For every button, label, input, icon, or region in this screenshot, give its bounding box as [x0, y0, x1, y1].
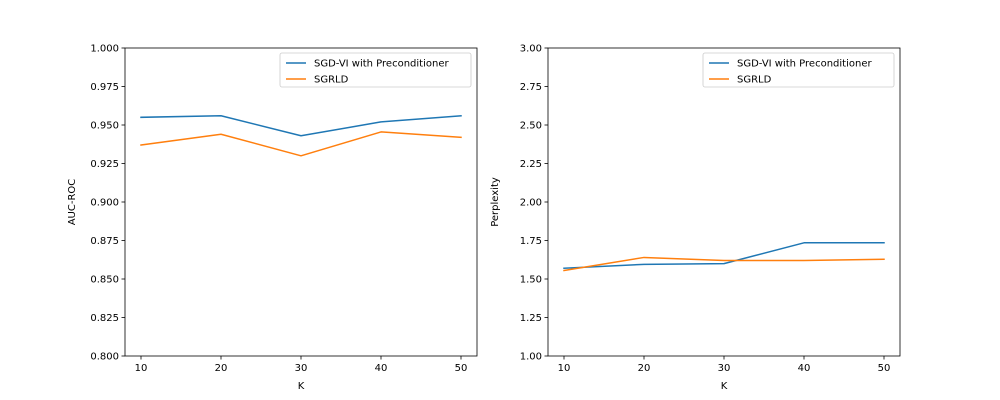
y-tick-label: 1.25 [520, 313, 542, 324]
legend: SGD-VI with Preconditioner SGRLD [702, 52, 895, 88]
x-tick-label: 50 [878, 363, 891, 374]
legend-box [279, 52, 472, 88]
x-tick-label: 10 [558, 363, 571, 374]
y-tick-label: 2.25 [520, 159, 542, 170]
y-tick-label: 0.950 [90, 121, 119, 132]
axes-frame [124, 47, 478, 357]
y-tick-label: 0.925 [90, 159, 119, 170]
y-tick-label: 0.875 [90, 236, 119, 247]
legend-label: SGRLD [314, 75, 349, 86]
y-tick-label: 0.975 [90, 82, 119, 93]
y-tick-label: 2.75 [520, 82, 542, 93]
y-tick-label: 0.800 [90, 352, 119, 363]
y-tick-label: 1.50 [520, 275, 542, 286]
y-tick-label: 3.00 [520, 44, 542, 55]
x-tick-label: 30 [295, 363, 308, 374]
x-tick-label: 20 [215, 363, 228, 374]
y-tick-label: 1.000 [90, 44, 119, 55]
legend-label: SGD-VI with Preconditioner [314, 59, 449, 70]
axes-frame [547, 47, 901, 357]
x-tick-label: 30 [718, 363, 731, 374]
x-tick-label: 40 [798, 363, 811, 374]
legend: SGD-VI with Preconditioner SGRLD [279, 52, 472, 88]
chart-panel-1: 10 20 30 40 50 0.800 0.825 0.850 0.875 0.900 0.925… [67, 44, 478, 392]
series-line-sgrld [563, 256, 885, 272]
y-tick-label: 0.825 [90, 313, 119, 324]
y-tick-label: 1.75 [520, 236, 542, 247]
y-tick-label: 0.900 [90, 198, 119, 209]
y-tick-label: 1.00 [520, 352, 542, 363]
y-axis-label: Perplexity [490, 177, 501, 227]
x-axis-label: K [298, 381, 305, 392]
x-axis-label: K [721, 381, 728, 392]
y-tick-label: 2.50 [520, 121, 542, 132]
x-tick-label: 50 [455, 363, 468, 374]
x-tick-label: 10 [135, 363, 148, 374]
legend-label: SGRLD [737, 75, 772, 86]
legend-label: SGD-VI with Preconditioner [737, 59, 872, 70]
x-tick-label: 40 [375, 363, 388, 374]
series-line-sgd-vi [140, 114, 462, 137]
legend-box [702, 52, 895, 88]
y-tick-label: 0.850 [90, 275, 119, 286]
chart-panel-2: 10 20 30 40 50 1.00 1.25 1.50 1.75 2.00 2.25 2.50 2.… [490, 44, 901, 392]
series-line-sgd-vi [563, 242, 885, 270]
y-axis-label: AUC-ROC [67, 179, 78, 226]
y-tick-label: 2.00 [520, 198, 542, 209]
series-line-sgrld [140, 131, 462, 157]
x-tick-label: 20 [638, 363, 651, 374]
